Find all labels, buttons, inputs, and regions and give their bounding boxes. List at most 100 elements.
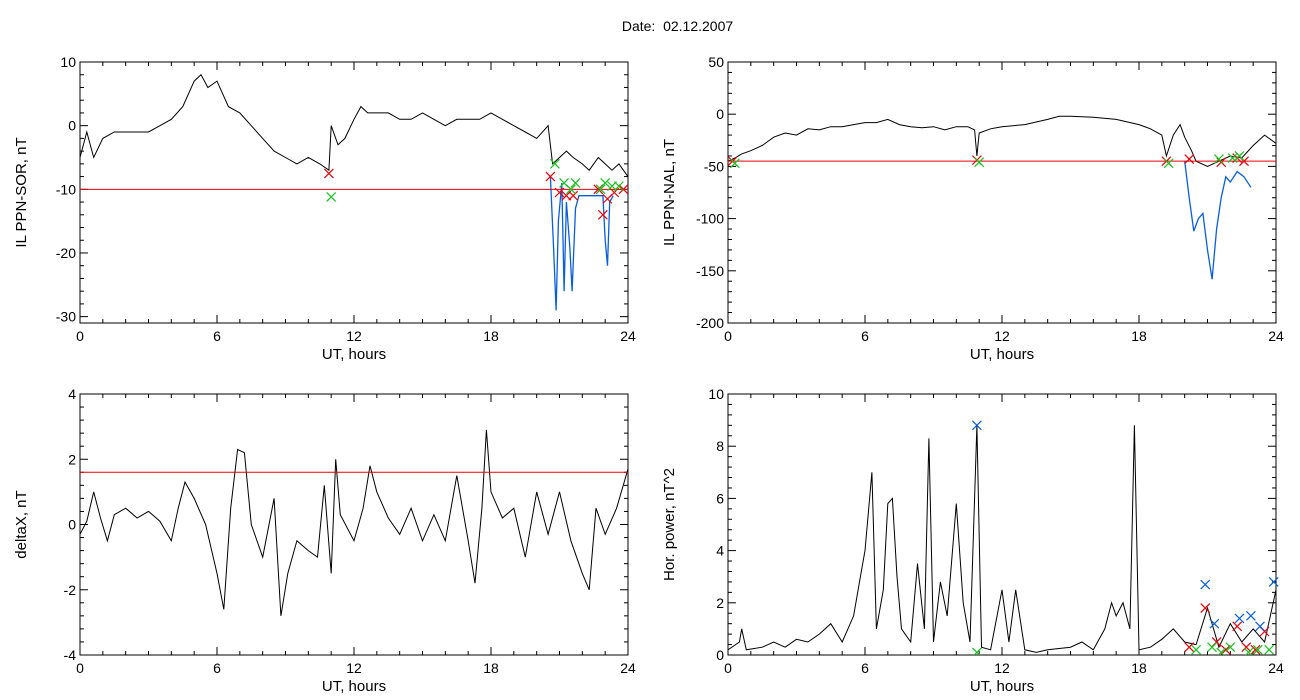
- chart-panel-3: 0 6 12 18 24 4 2 0 -2 -4 UT, hours deltaX, nT: [13, 386, 636, 695]
- page-title: Date: 02.12.2007: [621, 18, 734, 34]
- x-tick-label: 12: [346, 328, 362, 344]
- event-marker-green: [613, 181, 624, 192]
- y-tick-label: -20: [56, 245, 76, 261]
- event-marker-red: [1200, 603, 1211, 613]
- event-marker-blue: [1245, 610, 1256, 621]
- y-tick-label: 2: [716, 595, 724, 611]
- y-tick-label: 4: [716, 543, 724, 559]
- event-marker-red: [1184, 154, 1195, 165]
- event-marker-green: [1264, 644, 1275, 655]
- plot-area: [728, 115, 1276, 280]
- x-tick-label: 12: [994, 328, 1010, 344]
- data-trace: [728, 115, 1276, 167]
- highlight-trace: [549, 176, 614, 311]
- y-tick-label: -100: [696, 211, 724, 227]
- y-tick-label: -2: [64, 582, 77, 598]
- plot-area: [728, 425, 1276, 655]
- event-marker-green: [595, 184, 606, 195]
- x-tick-label: 0: [76, 660, 84, 676]
- event-marker-green: [565, 184, 576, 195]
- x-axis-label: UT, hours: [970, 678, 1034, 695]
- y-tick-label: 0: [716, 647, 724, 663]
- x-tick-label: 18: [483, 660, 499, 676]
- event-marker-blue: [1234, 613, 1245, 624]
- y-tick-label: 4: [68, 386, 76, 402]
- event-marker-red: [568, 190, 579, 201]
- event-marker-red: [618, 184, 628, 195]
- event-marker-red: [561, 190, 572, 201]
- event-marker-blue: [1255, 621, 1265, 632]
- plot-area: [80, 73, 628, 311]
- data-trace: [80, 429, 628, 616]
- event-marker-blue: [1200, 579, 1211, 590]
- event-marker-blue: [1209, 618, 1220, 629]
- y-tick-label: -50: [704, 158, 724, 174]
- y-axis-label: Hor. power, nT^2: [661, 468, 678, 581]
- y-tick-label: 6: [716, 490, 724, 506]
- x-tick-label: 18: [483, 328, 499, 344]
- x-axis-label: UT, hours: [970, 346, 1034, 363]
- chart-panel-4: 0 6 12 18 24 10 8 6 4 2 0 UT, hours Hor. power, nT^2: [661, 386, 1284, 695]
- x-tick-label: 24: [620, 328, 636, 344]
- event-marker-red: [554, 187, 565, 198]
- y-tick-label: -200: [696, 315, 724, 331]
- event-marker-green: [570, 178, 581, 188]
- event-marker-red: [1232, 621, 1243, 632]
- x-axis-label: UT, hours: [322, 678, 386, 695]
- y-tick-label: 50: [708, 54, 724, 70]
- y-tick-label: 2: [68, 451, 76, 467]
- x-tick-label: 24: [1268, 660, 1284, 676]
- event-marker-green: [1252, 644, 1263, 655]
- event-marker-green: [326, 192, 337, 202]
- event-marker-green: [550, 158, 560, 169]
- event-marker-red: [1216, 157, 1227, 168]
- event-marker-green: [1225, 642, 1236, 653]
- event-marker-green: [729, 158, 740, 169]
- y-tick-label: 10: [708, 386, 724, 402]
- event-marker-red: [609, 187, 620, 198]
- event-marker-red: [545, 171, 556, 182]
- x-axis-label: UT, hours: [322, 346, 386, 363]
- x-tick-label: 6: [213, 328, 221, 344]
- y-tick-label: 0: [68, 517, 76, 533]
- y-tick-label: -150: [696, 263, 724, 279]
- data-trace: [80, 73, 628, 177]
- plot-frame: [79, 61, 629, 324]
- event-marker-red: [1250, 644, 1261, 655]
- y-tick-label: -30: [56, 309, 76, 325]
- event-marker-green: [607, 181, 617, 192]
- x-tick-label: 6: [213, 660, 221, 676]
- x-tick-label: 0: [76, 328, 84, 344]
- y-tick-label: -4: [64, 647, 77, 663]
- event-marker-red: [1184, 642, 1195, 653]
- event-marker-red: [597, 209, 608, 220]
- chart-panel-2: 0 6 12 18 24 50 0 -50 -100 -150 -200 UT, hours IL PP…: [661, 54, 1284, 363]
- chart-panel-1: 0 6 12 18 24 10 0 -10 -20 -30 UT, hours IL PPN-SOR,…: [13, 54, 636, 363]
- y-tick-label: 8: [716, 438, 724, 454]
- x-tick-label: 0: [724, 660, 732, 676]
- plot-frame: [727, 61, 1277, 324]
- y-axis-label: IL PPN-SOR, nT: [13, 137, 30, 247]
- event-marker-green: [1234, 151, 1245, 161]
- x-tick-label: 12: [346, 660, 362, 676]
- event-marker-green: [1163, 158, 1174, 169]
- event-marker-blue: [971, 420, 982, 431]
- event-marker-green: [600, 178, 611, 188]
- x-tick-label: 24: [620, 660, 636, 676]
- plot-frame: [727, 393, 1277, 656]
- event-marker-red: [323, 168, 334, 179]
- event-marker-green: [1227, 153, 1238, 163]
- y-tick-label: 0: [68, 118, 76, 134]
- x-tick-label: 0: [724, 328, 732, 344]
- event-marker-green: [1213, 154, 1224, 165]
- event-marker-green: [1216, 647, 1227, 655]
- data-trace: [728, 425, 1276, 653]
- x-tick-label: 6: [861, 660, 869, 676]
- x-tick-label: 24: [1268, 328, 1284, 344]
- event-marker-green: [1243, 647, 1254, 655]
- event-marker-green: [974, 157, 985, 168]
- y-tick-label: 10: [60, 54, 76, 70]
- highlight-trace: [1184, 161, 1252, 280]
- y-axis-label: deltaX, nT: [13, 490, 30, 558]
